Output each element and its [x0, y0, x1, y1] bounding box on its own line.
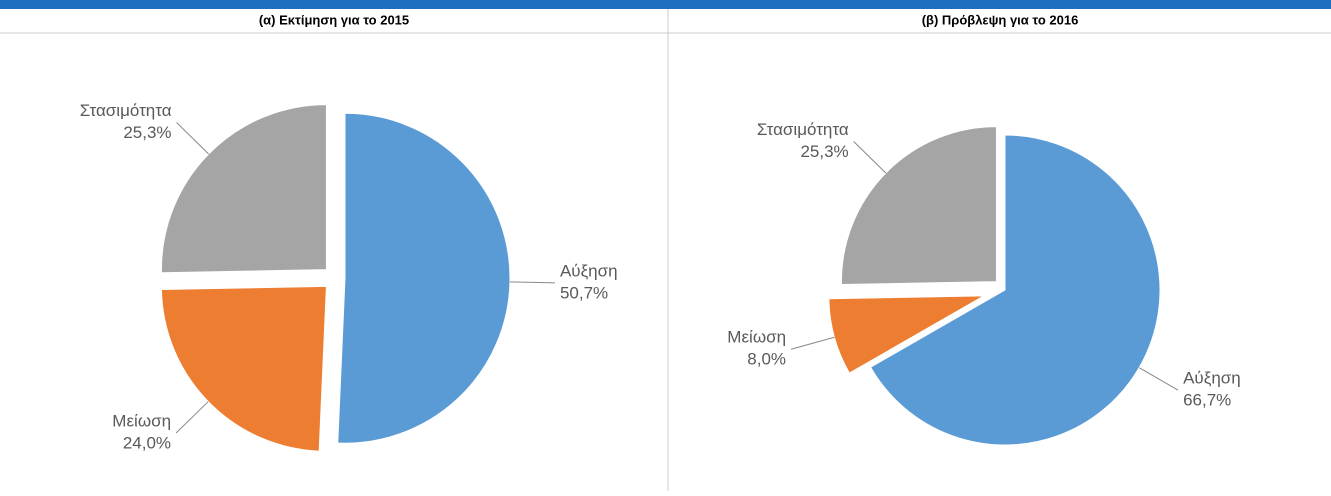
leader-line [176, 122, 210, 155]
leader-line [1138, 367, 1179, 391]
slice-label: Αύξηση [1183, 369, 1241, 388]
slice-label: Αύξηση [560, 261, 618, 280]
pie-slice [337, 112, 511, 444]
slice-value: 50,7% [560, 283, 608, 302]
leader-line [175, 401, 209, 434]
slice-value: 24,0% [123, 433, 171, 452]
slice-value: 66,7% [1183, 391, 1231, 410]
chart-title: (β) Πρόβλεψη για το 2016 [922, 12, 1079, 27]
pie-slice [840, 126, 997, 286]
slice-value: 25,3% [123, 123, 171, 142]
leader-line [853, 141, 887, 174]
slice-label: Μείωση [727, 328, 786, 347]
pie-slice [869, 134, 1161, 446]
slice-value: 25,3% [800, 142, 848, 161]
chart-title: (α) Εκτίμηση για το 2015 [259, 12, 409, 27]
slice-label: Στασιμότητα [757, 120, 849, 139]
slice-label: Μείωση [112, 411, 171, 430]
leader-line [509, 281, 555, 284]
pie-slice [160, 285, 327, 452]
slice-value: 8,0% [747, 350, 786, 369]
pie-slice [160, 104, 327, 274]
pie-slice [828, 295, 985, 374]
leader-line [790, 336, 835, 350]
slice-label: Στασιμότητα [80, 101, 172, 120]
top-band [0, 0, 1331, 9]
